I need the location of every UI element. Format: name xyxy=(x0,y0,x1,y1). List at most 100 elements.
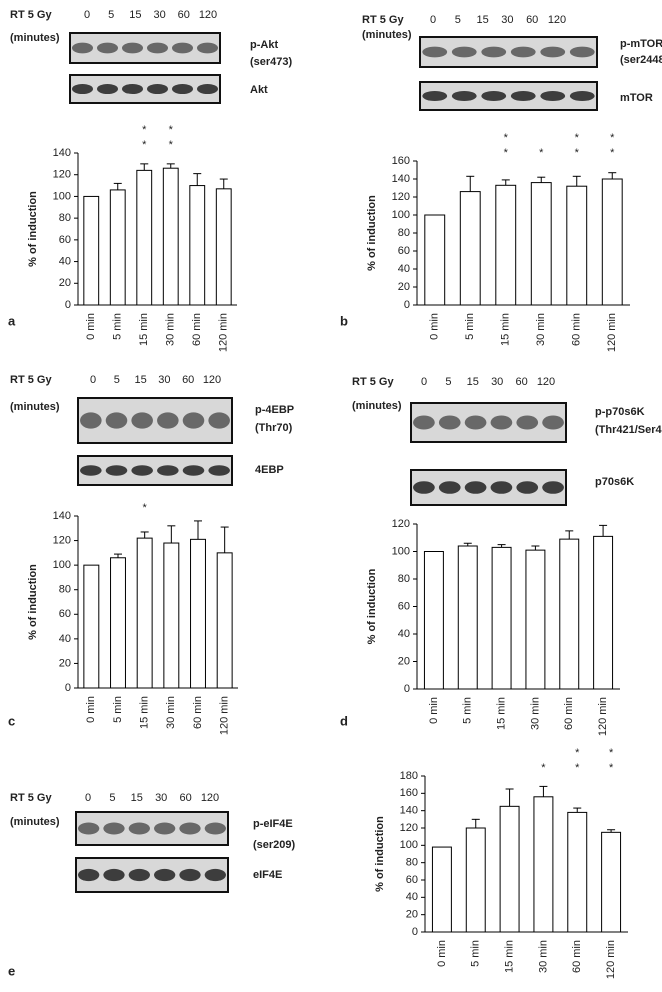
y-tick-label: 60 xyxy=(398,600,410,612)
lane-label: 5 xyxy=(109,792,115,804)
band xyxy=(131,465,153,476)
significance: * * xyxy=(610,132,615,159)
band xyxy=(510,90,536,102)
band xyxy=(542,415,564,430)
band xyxy=(516,481,539,494)
lane-label: 60 xyxy=(526,14,538,26)
x-tick-label: 5 min xyxy=(464,313,476,340)
y-tick-label: 80 xyxy=(398,573,410,585)
protein-label: p-mTOR xyxy=(620,38,662,50)
error-bar xyxy=(140,531,149,539)
blot-unit: (minutes) xyxy=(352,400,402,412)
blot xyxy=(77,397,233,444)
lane-label: 30 xyxy=(155,792,167,804)
x-tick-label: 30 min xyxy=(165,313,177,346)
significance: * * xyxy=(169,124,174,151)
x-tick-label: 0 min xyxy=(429,313,441,340)
error-bar xyxy=(140,163,149,171)
error-bar xyxy=(497,544,506,548)
band xyxy=(510,46,536,58)
bar xyxy=(190,538,206,689)
star: * xyxy=(575,132,580,144)
band xyxy=(204,822,226,835)
band xyxy=(179,822,201,835)
x-tick-label: 120 min xyxy=(605,940,617,979)
band xyxy=(464,415,487,430)
band xyxy=(516,415,539,430)
lane-label: 30 xyxy=(158,374,170,386)
y-axis-label: % of induction xyxy=(366,568,378,644)
protein-label: (ser209) xyxy=(253,839,296,851)
bar xyxy=(423,551,444,690)
protein-label: p-p70s6K xyxy=(595,406,645,418)
error-bar xyxy=(220,526,229,553)
lane-label: 120 xyxy=(537,376,555,388)
error-bar xyxy=(167,525,176,544)
x-tick-label: 120 min xyxy=(218,313,230,352)
y-tick-label: 20 xyxy=(406,909,418,921)
star: * xyxy=(609,747,614,759)
y-axis-label: % of induction xyxy=(366,195,378,271)
band xyxy=(131,412,153,429)
lane-label: 15 xyxy=(131,792,143,804)
band xyxy=(172,83,193,95)
y-tick-label: 140 xyxy=(53,147,71,159)
blot-unit: (minutes) xyxy=(10,401,60,413)
panel-letter: e xyxy=(8,963,15,978)
y-tick-label: 60 xyxy=(406,874,418,886)
y-tick-label: 40 xyxy=(59,633,71,645)
band xyxy=(569,90,595,102)
lane-label: 5 xyxy=(445,376,451,388)
lane-label: 60 xyxy=(178,9,190,21)
bar xyxy=(83,564,100,689)
error-bar xyxy=(471,818,480,828)
band xyxy=(97,42,118,54)
lane-label: 120 xyxy=(203,374,221,386)
blot xyxy=(75,857,229,893)
y-tick-label: 40 xyxy=(59,255,71,267)
lane-label: 60 xyxy=(515,376,527,388)
star: * xyxy=(169,124,174,136)
star: * xyxy=(169,139,174,151)
band xyxy=(182,465,205,476)
x-tick-label: 60 min xyxy=(191,313,203,346)
band xyxy=(490,481,513,494)
blot xyxy=(410,469,567,506)
blot-header: RT 5 Gy xyxy=(10,374,52,386)
band xyxy=(78,868,100,882)
band xyxy=(122,83,143,95)
star: * xyxy=(143,502,148,514)
y-tick-label: 40 xyxy=(398,628,410,640)
protein-label: eIF4E xyxy=(253,869,282,881)
y-tick-label: 100 xyxy=(53,190,71,202)
x-tick-label: 0 min xyxy=(85,313,97,340)
blot xyxy=(75,811,229,846)
error-bar xyxy=(219,178,228,189)
blot xyxy=(410,402,567,443)
lane-label: 15 xyxy=(129,9,141,21)
bar xyxy=(110,557,126,689)
x-tick-label: 5 min xyxy=(470,940,482,967)
x-tick-label: 15 min xyxy=(495,697,507,730)
significance: * * xyxy=(142,124,147,151)
protein-label: (ser473) xyxy=(250,56,293,68)
blot-header: RT 5 Gy xyxy=(352,376,394,388)
protein-label: (ser2448) xyxy=(620,54,662,66)
protein-label: p-Akt xyxy=(250,39,278,51)
y-tick-label: 60 xyxy=(59,608,71,620)
protein-label: p-eIF4E xyxy=(253,818,293,830)
significance: * xyxy=(143,502,148,514)
x-tick-label: 30 min xyxy=(529,697,541,730)
y-tick-label: 60 xyxy=(59,234,71,246)
band xyxy=(154,822,176,835)
star: * xyxy=(575,747,580,759)
band xyxy=(78,822,100,835)
band xyxy=(438,481,461,494)
y-tick-label: 0 xyxy=(65,299,71,311)
y-tick-label: 40 xyxy=(398,263,410,275)
lane-label: 5 xyxy=(108,9,114,21)
blot-unit: (minutes) xyxy=(10,816,60,828)
star: * xyxy=(504,147,509,159)
x-tick-label: 5 min xyxy=(112,696,124,723)
